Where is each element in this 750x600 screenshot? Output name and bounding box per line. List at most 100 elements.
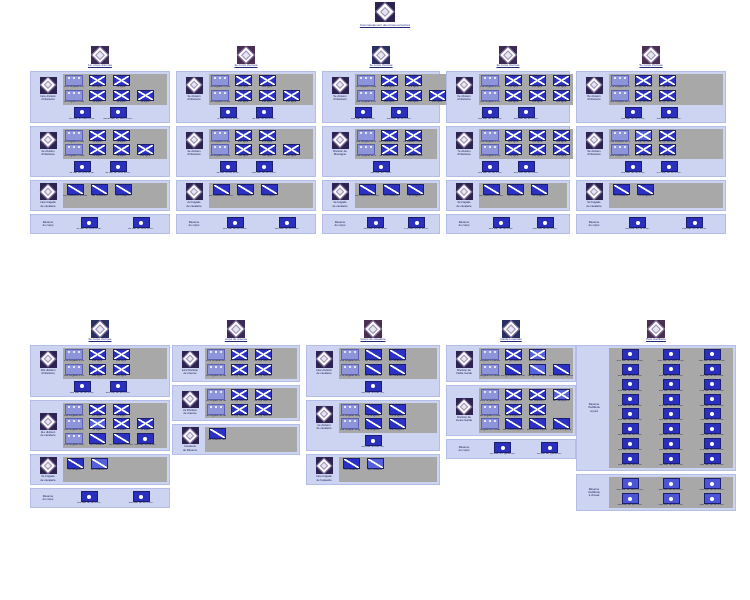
artillery-battery-symbol[interactable] bbox=[621, 348, 639, 360]
infantry-regiment-symbol[interactable] bbox=[234, 89, 252, 101]
artillery-battery-symbol[interactable] bbox=[408, 217, 425, 229]
infantry-regiment-symbol[interactable] bbox=[112, 74, 130, 86]
infantry-regiment-symbol[interactable] bbox=[230, 403, 248, 415]
artillery-battery-symbol[interactable] bbox=[660, 161, 678, 173]
infantry-regiment-symbol[interactable] bbox=[234, 74, 252, 86]
infantry-regiment-symbol[interactable] bbox=[504, 89, 522, 101]
infantry-regiment-symbol[interactable] bbox=[112, 129, 130, 141]
infantry-regiment-symbol[interactable] bbox=[528, 89, 546, 101]
cavalry-regiment-symbol[interactable] bbox=[388, 348, 406, 360]
cavalry-regiment-symbol[interactable] bbox=[504, 418, 522, 430]
artillery-battery-symbol[interactable] bbox=[219, 161, 237, 173]
infantry-regiment-symbol[interactable] bbox=[658, 144, 676, 156]
infantry-regiment-symbol[interactable] bbox=[112, 144, 130, 156]
infantry-regiment-symbol[interactable] bbox=[404, 89, 422, 101]
brigade-marker[interactable] bbox=[357, 89, 375, 101]
cavalry-regiment-symbol[interactable] bbox=[90, 458, 108, 470]
artillery-battery-symbol[interactable] bbox=[662, 478, 680, 490]
artillery-battery-symbol[interactable] bbox=[624, 106, 642, 118]
artillery-battery-symbol[interactable] bbox=[621, 393, 639, 405]
cavalry-regiment-symbol[interactable] bbox=[358, 184, 376, 196]
infantry-regiment-symbol[interactable] bbox=[528, 74, 546, 86]
infantry-regiment-symbol[interactable] bbox=[258, 74, 276, 86]
artillery-battery-symbol[interactable] bbox=[621, 408, 639, 420]
infantry-regiment-symbol[interactable] bbox=[88, 418, 106, 430]
artillery-battery-symbol[interactable] bbox=[226, 217, 244, 229]
artillery-battery-symbol[interactable] bbox=[621, 438, 639, 450]
infantry-regiment-symbol[interactable] bbox=[380, 74, 398, 86]
brigade-marker[interactable] bbox=[481, 89, 499, 101]
brigade-marker[interactable] bbox=[481, 388, 499, 400]
infantry-regiment-symbol[interactable] bbox=[88, 348, 106, 360]
brigade-marker[interactable] bbox=[65, 418, 83, 430]
cavalry-regiment-symbol[interactable] bbox=[388, 403, 406, 415]
cavalry-regiment-symbol[interactable] bbox=[636, 184, 654, 196]
artillery-battery-symbol[interactable] bbox=[73, 161, 91, 173]
cavalry-regiment-symbol[interactable] bbox=[236, 184, 254, 196]
artillery-battery-symbol[interactable] bbox=[621, 423, 639, 435]
cavalry-regiment-symbol[interactable] bbox=[612, 184, 630, 196]
brigade-marker[interactable] bbox=[65, 129, 83, 141]
infantry-regiment-symbol[interactable] bbox=[230, 348, 248, 360]
infantry-regiment-symbol[interactable] bbox=[112, 89, 130, 101]
artillery-battery-symbol[interactable] bbox=[367, 217, 384, 229]
infantry-regiment-symbol[interactable] bbox=[88, 144, 106, 156]
brigade-marker[interactable] bbox=[481, 363, 499, 375]
infantry-regiment-symbol[interactable] bbox=[88, 363, 106, 375]
brigade-marker[interactable] bbox=[611, 89, 629, 101]
brigade-marker[interactable] bbox=[211, 144, 229, 156]
infantry-regiment-symbol[interactable] bbox=[258, 129, 276, 141]
artillery-battery-symbol[interactable] bbox=[703, 393, 721, 405]
artillery-battery-symbol[interactable] bbox=[541, 442, 558, 454]
artillery-battery-symbol[interactable] bbox=[662, 408, 680, 420]
artillery-battery-symbol[interactable] bbox=[109, 161, 127, 173]
artillery-battery-symbol[interactable] bbox=[390, 106, 408, 118]
artillery-battery-symbol[interactable] bbox=[703, 493, 721, 505]
infantry-regiment-symbol[interactable] bbox=[504, 129, 522, 141]
artillery-battery-symbol[interactable] bbox=[481, 161, 499, 173]
artillery-battery-symbol[interactable] bbox=[621, 493, 639, 505]
brigade-marker[interactable] bbox=[65, 144, 83, 156]
artillery-battery-symbol[interactable] bbox=[278, 217, 296, 229]
brigade-marker[interactable] bbox=[481, 403, 499, 415]
artillery-battery-symbol[interactable] bbox=[660, 106, 678, 118]
infantry-regiment-symbol[interactable] bbox=[528, 144, 546, 156]
artillery-battery-symbol[interactable] bbox=[662, 393, 680, 405]
artillery-battery-symbol[interactable] bbox=[536, 217, 554, 229]
artillery-battery-symbol[interactable] bbox=[73, 106, 91, 118]
artillery-battery-symbol[interactable] bbox=[624, 161, 642, 173]
brigade-marker[interactable] bbox=[357, 74, 375, 86]
artillery-battery-symbol[interactable] bbox=[255, 106, 273, 118]
artillery-battery-symbol[interactable] bbox=[703, 438, 721, 450]
infantry-regiment-symbol[interactable] bbox=[88, 74, 106, 86]
infantry-regiment-symbol[interactable] bbox=[552, 144, 570, 156]
artillery-battery-symbol[interactable] bbox=[219, 106, 237, 118]
infantry-regiment-symbol[interactable] bbox=[552, 89, 570, 101]
infantry-regiment-symbol[interactable] bbox=[404, 129, 422, 141]
cavalry-regiment-symbol[interactable] bbox=[366, 458, 384, 470]
infantry-regiment-symbol[interactable] bbox=[234, 129, 252, 141]
artillery-battery-symbol[interactable] bbox=[703, 423, 721, 435]
artillery-battery-symbol[interactable] bbox=[662, 493, 680, 505]
artillery-battery-symbol[interactable] bbox=[621, 453, 639, 465]
brigade-marker[interactable] bbox=[211, 74, 229, 86]
cavalry-regiment-symbol[interactable] bbox=[406, 184, 424, 196]
cavalry-regiment-symbol[interactable] bbox=[530, 184, 548, 196]
artillery-battery-symbol[interactable] bbox=[109, 380, 127, 392]
artillery-battery-symbol[interactable] bbox=[517, 161, 535, 173]
cavalry-regiment-symbol[interactable] bbox=[364, 363, 382, 375]
brigade-marker[interactable] bbox=[211, 129, 229, 141]
infantry-regiment-symbol[interactable] bbox=[88, 129, 106, 141]
infantry-regiment-symbol[interactable] bbox=[282, 89, 300, 101]
artillery-battery-symbol[interactable] bbox=[703, 378, 721, 390]
artillery-battery-symbol[interactable] bbox=[703, 363, 721, 375]
infantry-regiment-symbol[interactable] bbox=[112, 348, 130, 360]
artillery-battery-symbol[interactable] bbox=[517, 106, 535, 118]
artillery-battery-symbol[interactable] bbox=[132, 491, 150, 503]
artillery-battery-symbol[interactable] bbox=[364, 435, 382, 447]
cavalry-regiment-symbol[interactable] bbox=[112, 433, 130, 445]
infantry-regiment-symbol[interactable] bbox=[88, 403, 106, 415]
infantry-regiment-symbol[interactable] bbox=[112, 403, 130, 415]
cavalry-regiment-symbol[interactable] bbox=[528, 363, 546, 375]
artillery-battery-symbol[interactable] bbox=[686, 217, 703, 229]
